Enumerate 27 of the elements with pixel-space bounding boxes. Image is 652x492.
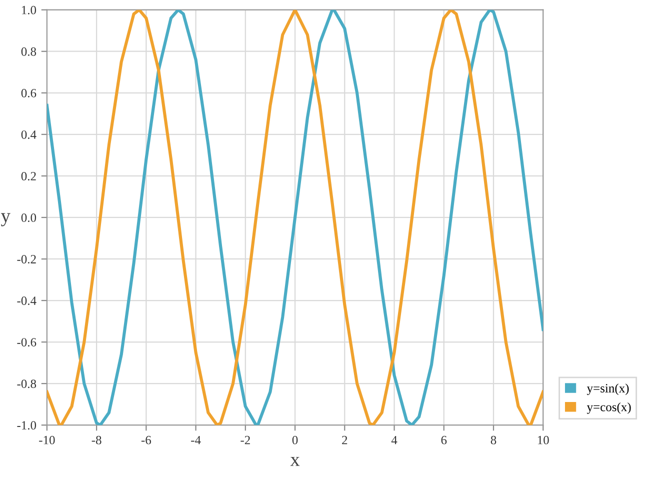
legend-label: y=sin(x) <box>586 384 629 396</box>
y-tick-label: 0.8 <box>21 47 36 56</box>
x-tick-label: 10 <box>538 436 549 444</box>
x-tick-label: -6 <box>141 436 152 444</box>
x-tick-label: 2 <box>342 436 348 444</box>
x-tick-label: 0 <box>292 436 298 444</box>
x-tick-label: -10 <box>39 436 55 444</box>
x-tick-label: -2 <box>240 436 250 444</box>
x-tick-label: 6 <box>441 436 447 444</box>
x-tick-label: 4 <box>391 436 398 444</box>
y-tick-label: 0.4 <box>21 130 36 139</box>
x-tick-label: -8 <box>92 436 102 444</box>
y-tick-label: -0.6 <box>17 338 36 347</box>
y-tick-label: -0.8 <box>17 380 36 388</box>
y-tick-label: 0.6 <box>21 88 36 98</box>
x-tick-label: -4 <box>191 436 201 444</box>
y-tick-label: -0.4 <box>17 296 36 306</box>
y-axis-title: y <box>1 213 10 226</box>
y-tick-label: -1.0 <box>17 421 36 430</box>
x-tick-label: 8 <box>490 436 496 444</box>
y-tick-label: 0.0 <box>21 213 36 222</box>
y-tick-label: 1.0 <box>22 6 36 14</box>
y-tick-label: 0.2 <box>21 172 36 180</box>
line-series <box>46 10 544 426</box>
y-tick-label: -0.2 <box>17 255 36 264</box>
legend-label: y=cos(x) <box>586 402 631 414</box>
x-axis-title: x <box>290 456 300 466</box>
